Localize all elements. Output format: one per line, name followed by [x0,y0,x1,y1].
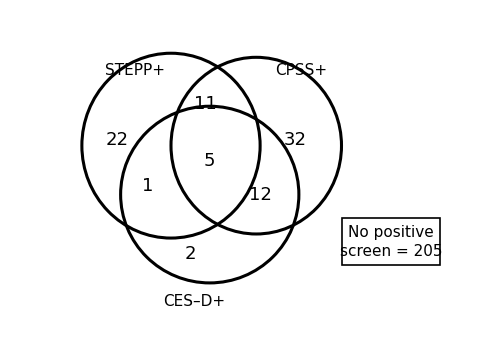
Text: 11: 11 [194,95,217,113]
Text: 22: 22 [105,131,128,149]
FancyBboxPatch shape [342,218,440,265]
Text: STEPP+: STEPP+ [105,64,165,78]
Text: CPSS+: CPSS+ [276,64,328,78]
Text: 2: 2 [184,245,196,263]
Text: screen = 205: screen = 205 [340,244,442,259]
Text: 12: 12 [248,186,272,204]
Text: 1: 1 [142,178,154,196]
Text: CES–D+: CES–D+ [163,294,226,310]
Text: No positive: No positive [348,226,434,240]
Text: 32: 32 [284,131,306,149]
Text: 5: 5 [204,151,216,169]
